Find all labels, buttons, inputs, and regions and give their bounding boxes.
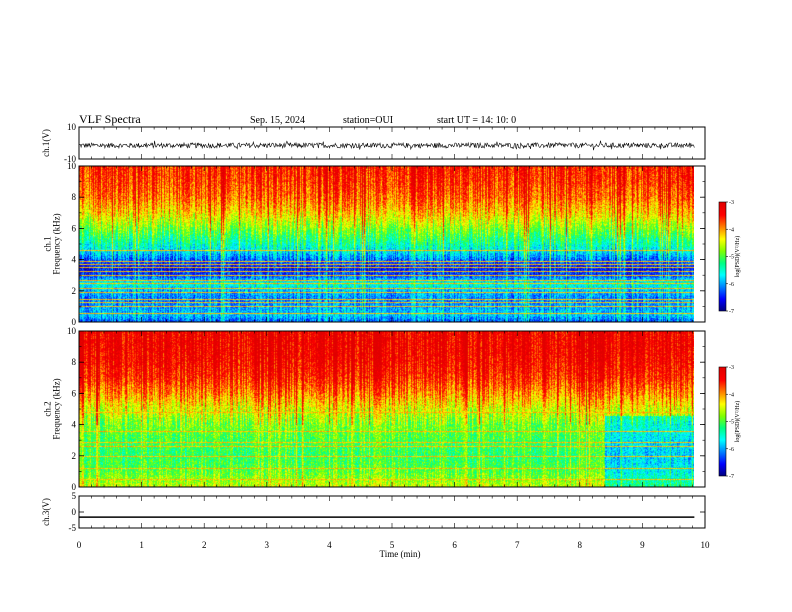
time-tick-label: 10 [701, 540, 711, 550]
time-axis: 0 1 2 3 4 5 6 7 8 9 10 [77, 540, 710, 550]
ch2-colorbar: -3 -4 -5 -6 -7 log(PSD)(V²/Hz) [718, 365, 741, 480]
time-tick-label: 8 [578, 540, 583, 550]
time-tick-label: 1 [139, 540, 144, 550]
time-tick-label: 5 [390, 540, 395, 550]
time-tick-label: 3 [265, 540, 270, 550]
y-tick-label: 10 [67, 161, 77, 171]
colorbar-tick-label: -4 [729, 227, 734, 233]
y-tick-label: -5 [69, 523, 77, 533]
colorbar-tick-label: -3 [729, 200, 734, 206]
colorbar-tick-label: -6 [729, 282, 734, 288]
colorbar-label: log(PSD)(V²/Hz) [734, 236, 741, 277]
colorbar-label: log(PSD)(V²/Hz) [734, 401, 741, 442]
figure-title: VLF Spectra [79, 112, 141, 126]
colorbar-scale [718, 201, 727, 312]
ch2-spectrogram-panel: 0 2 4 6 8 10 ch.2 Frequency (kHz) [43, 326, 706, 492]
colorbar-tick-label: -5 [729, 420, 734, 426]
colorbar-tick-label: -3 [729, 365, 734, 371]
header-date: Sep. 15, 2024 [250, 115, 305, 126]
y-tick-label: 2 [72, 451, 77, 461]
y-tick-label: 0 [72, 317, 77, 327]
colorbar-tick-label: -7 [729, 474, 734, 480]
header-start-time: start UT = 14: 10: 0 [437, 115, 516, 126]
colorbar-tick-label: -5 [729, 255, 734, 261]
y-tick-label: 2 [72, 286, 77, 296]
header-station: station=OUI [343, 115, 393, 126]
y-tick-label: 0 [72, 507, 77, 517]
colorbar-tick-label: -7 [729, 309, 734, 315]
y-tick-label: 6 [72, 388, 77, 398]
time-tick-label: 9 [640, 540, 645, 550]
y-tick-label: 6 [72, 223, 77, 233]
colorbar-tick-label: -6 [729, 447, 734, 453]
time-tick-label: 0 [77, 540, 82, 550]
ch1-colorbar: -3 -4 -5 -6 -7 log(PSD)(V²/Hz) [718, 200, 741, 315]
y-tick-label: 5 [72, 491, 77, 501]
time-tick-label: 2 [202, 540, 207, 550]
y-axis-label: ch.1 [43, 236, 53, 251]
y-axis-label: Frequency (kHz) [52, 378, 62, 439]
y-tick-label: 0 [72, 482, 77, 492]
y-tick-label: 10 [67, 326, 77, 336]
y-axis-label: ch.3(V) [41, 498, 51, 526]
y-tick-label: 10 [67, 122, 77, 132]
y-axis-label: ch.1(V) [41, 129, 51, 157]
waveform-trace [78, 140, 695, 151]
time-tick-label: 6 [452, 540, 457, 550]
y-tick-label: 4 [72, 255, 77, 265]
ch1-waveform-panel: 10 -10 ch.1(V) [41, 122, 706, 164]
y-tick-label: 8 [72, 192, 77, 202]
spectrogram-image [79, 331, 694, 487]
colorbar-scale [718, 366, 727, 477]
colorbar-tick-label: -4 [729, 392, 734, 398]
time-axis-label: Time (min) [380, 549, 421, 559]
ch1-spectrogram-panel: 0 2 4 6 8 10 ch.1 Frequency (kHz) [43, 161, 706, 327]
y-tick-label: 8 [72, 357, 77, 367]
y-tick-label: 4 [72, 420, 77, 430]
y-axis-label: Frequency (kHz) [52, 213, 62, 274]
time-tick-label: 4 [327, 540, 332, 550]
time-tick-label: 7 [515, 540, 520, 550]
spectrogram-image [79, 166, 694, 322]
ch3-waveform-panel: 5 0 -5 ch.3(V) [41, 491, 706, 533]
y-axis-label: ch.2 [43, 401, 53, 416]
y-tick-label: -10 [64, 154, 76, 164]
